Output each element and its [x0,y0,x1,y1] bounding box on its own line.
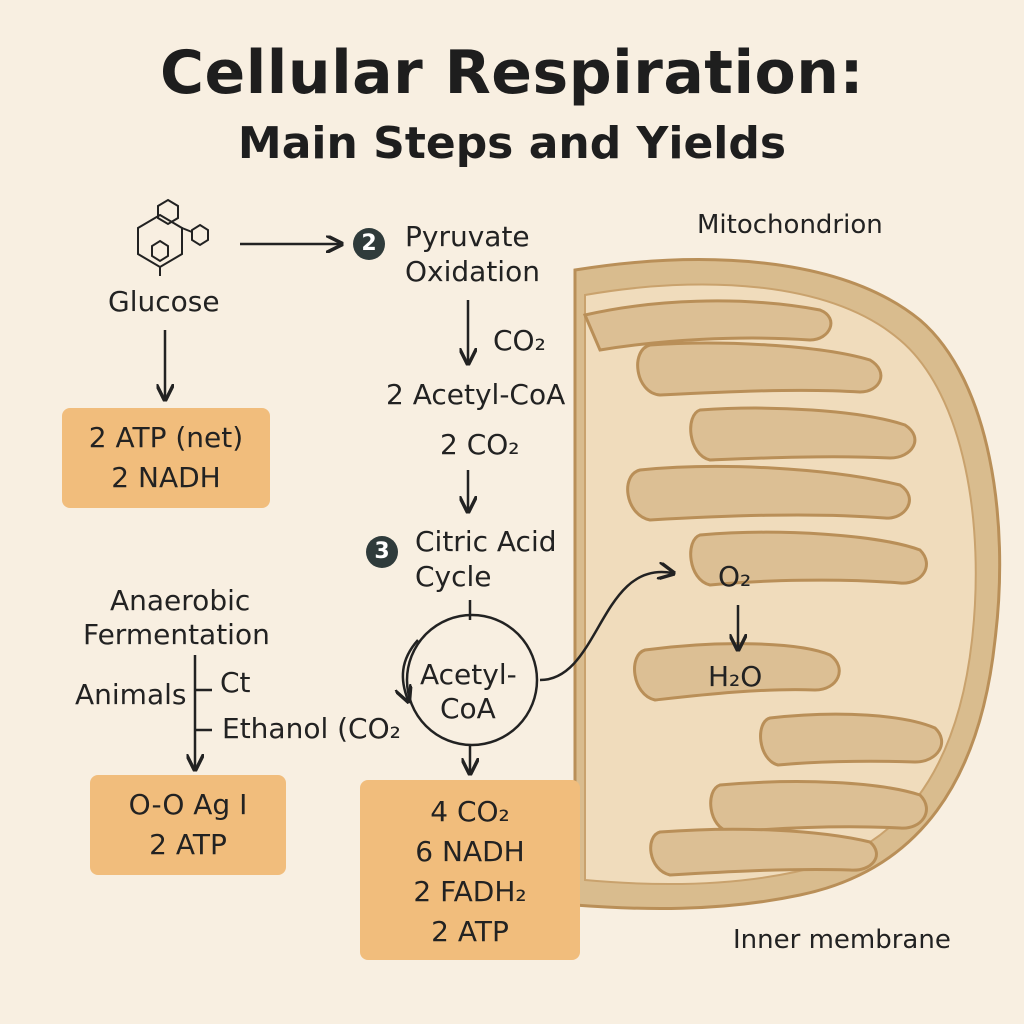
glycolysis-atp: 2 ATP (net) [88,421,244,454]
cycle-atp: 2 ATP [431,915,509,948]
cycle-center-label-1: Acetyl- [420,658,517,691]
co2-release-2: 2 CO₂ [440,428,520,461]
mitochondrion-label: Mitochondrion [697,210,883,240]
cycle-fadh2: 2 FADH₂ [413,875,527,908]
citric-acid-label-2: Cycle [415,560,492,593]
acetyl-coa-product: 2 Acetyl-CoA [386,378,566,411]
fermentation-atp: 2 ATP [149,828,227,861]
step-3-badge: 3 [366,536,398,568]
pyruvate-label-2: Oxidation [405,255,540,288]
ethanol-label: Ethanol (CO₂ [222,712,401,745]
citric-acid-label-1: Citric Acid [415,525,557,558]
animals-label: Animals [75,678,187,711]
o2-label: O₂ [718,560,752,593]
page-subtitle: Main Steps and Yields [237,118,787,169]
cycle-nadh: 6 NADH [415,835,525,868]
step-2-badge: 2 [353,228,385,260]
cycle-co2: 4 CO₂ [430,795,510,828]
pyruvate-label-1: Pyruvate [405,220,530,253]
page-title: Cellular Respiration: [160,38,864,108]
fermentation-label-1: Anaerobic [110,584,251,617]
cycle-arrow [403,639,419,700]
inner-membrane-label: Inner membrane [733,925,951,955]
ct-label: Ct [220,666,251,699]
cristae [582,299,944,877]
h2o-label: H₂O [708,660,763,693]
glucose-molecule-icon [137,198,209,276]
cycle-center-label-2: CoA [440,692,496,725]
fermentation-label-2: Fermentation [83,618,270,651]
glycolysis-nadh: 2 NADH [111,461,221,494]
glucose-label: Glucose [108,285,220,318]
fermentation-yield-box: O-O Ag I 2 ATP [90,775,286,875]
co2-release-1: CO₂ [493,324,546,357]
arrow-o2-to-cycle [539,572,672,682]
fermentation-product: O-O Ag I [128,788,248,821]
cycle-circle [405,613,539,747]
glycolysis-yield-box: 2 ATP (net) 2 NADH [62,408,270,508]
cycle-yield-box: 4 CO₂ 6 NADH 2 FADH₂ 2 ATP [360,780,580,960]
